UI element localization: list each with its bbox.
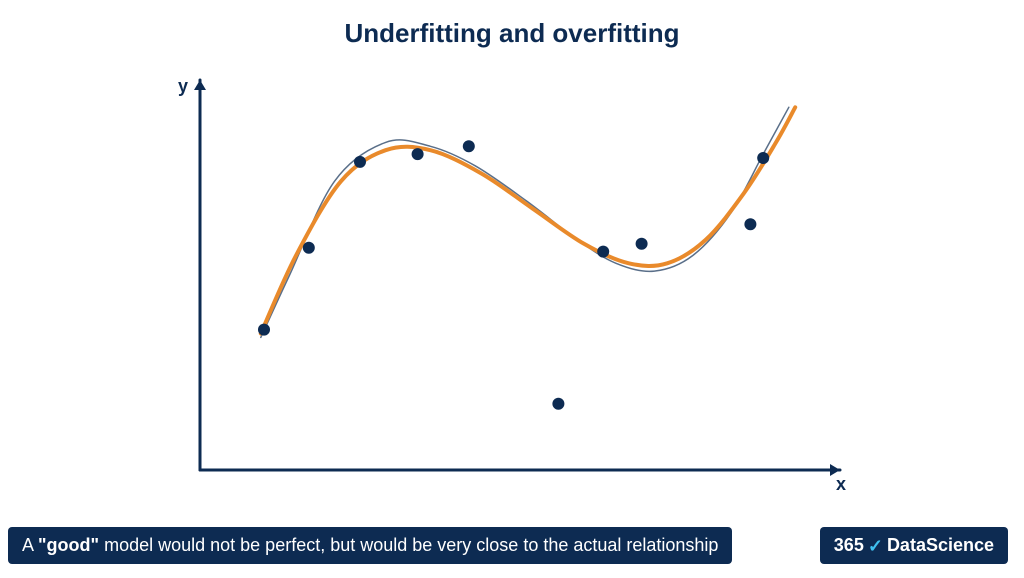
chart-svg [170, 70, 850, 490]
logo-right: DataScience [887, 535, 994, 556]
caption-prefix: A [22, 535, 38, 555]
scatter-point [552, 398, 564, 410]
scatter-point [636, 238, 648, 250]
caption-suffix: model would not be perfect, but would be… [99, 535, 718, 555]
logo-left: 365 [834, 535, 864, 556]
caption-bold: "good" [38, 535, 99, 555]
scatter-point [303, 242, 315, 254]
caption-bar: A "good" model would not be perfect, but… [8, 527, 732, 564]
chart-container: y x [170, 70, 850, 490]
scatter-point [463, 140, 475, 152]
scatter-point [412, 148, 424, 160]
x-axis-label: x [836, 474, 846, 495]
curve-good-fit-orange [261, 107, 795, 333]
y-axis-label: y [178, 76, 188, 97]
scatter-point [757, 152, 769, 164]
check-icon: ✓ [868, 536, 883, 557]
title-text: Underfitting and overfitting [344, 18, 679, 48]
curve-overfit-thin [261, 107, 789, 337]
scatter-point [354, 156, 366, 168]
page-title: Underfitting and overfitting [0, 18, 1024, 49]
scatter-point [597, 246, 609, 258]
brand-logo: 365✓DataScience [820, 527, 1008, 564]
scatter-point [258, 324, 270, 336]
scatter-point [744, 218, 756, 230]
